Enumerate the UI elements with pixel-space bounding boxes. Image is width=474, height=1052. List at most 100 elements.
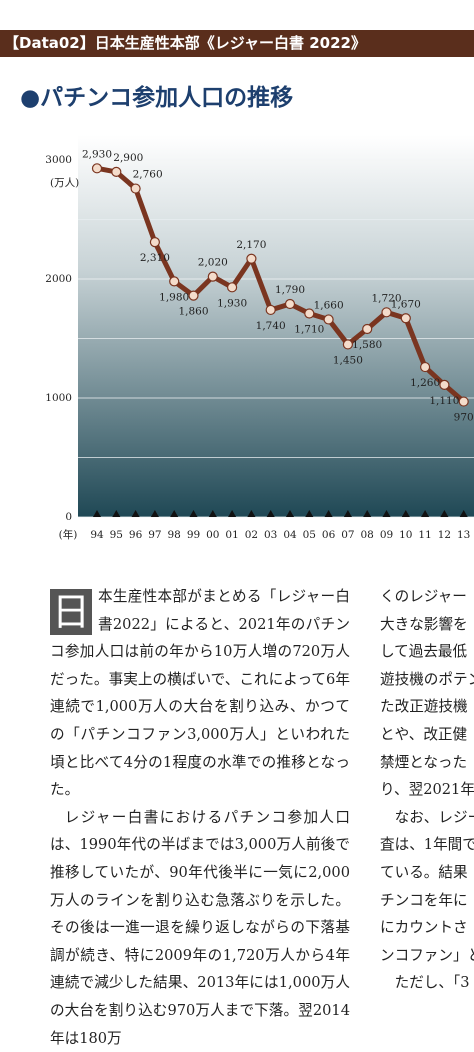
tick-arrow	[208, 510, 217, 517]
tick-arrow	[247, 510, 256, 517]
x-tick-label: 98	[168, 529, 181, 541]
text-line: なお、レジー	[380, 808, 474, 826]
tick-arrow	[382, 510, 391, 517]
value-label: 2,020	[198, 257, 228, 269]
x-tick-label: 12	[438, 529, 451, 541]
x-tick-label: 96	[129, 529, 143, 541]
text-line: 禁煙となった	[380, 753, 468, 771]
text-line: ている。結果	[380, 863, 468, 881]
tick-arrow	[131, 510, 140, 517]
text-line: り、翌2021年	[380, 781, 474, 799]
x-tick-label: 95	[110, 529, 123, 541]
x-tick-label: 02	[245, 529, 258, 541]
value-label: 1,450	[333, 354, 363, 366]
tick-arrow	[286, 510, 294, 517]
marker	[207, 271, 218, 282]
x-tick-label: 10	[399, 529, 412, 541]
marker	[246, 253, 257, 264]
marker	[439, 379, 450, 391]
x-tick-label: 11	[418, 529, 431, 541]
marker	[188, 290, 199, 301]
marker	[342, 339, 353, 350]
marker	[91, 163, 103, 174]
tick-arrow	[228, 510, 237, 517]
paragraph: レジャー白書におけるパチンコ参加人口は、1990年代の半ばまでは3,000万人前…	[50, 808, 350, 1047]
article-left: 日本生産性本部がまとめる「レジャー白書2022」によると、2021年のパチンコ参…	[50, 583, 350, 1052]
x-tick-label: 05	[303, 529, 316, 541]
article-right: くのレジャー 大きな影響を して過去最低 遊技機のポテン た改正遊技機 とや、改正健 禁煙と…	[380, 583, 474, 997]
text-line: 遊技機のポテン	[380, 670, 474, 688]
x-tick-label: 01	[225, 529, 238, 541]
tick-arrow	[363, 510, 372, 517]
value-label: 2,930	[82, 148, 112, 160]
x-tick-label: 04	[283, 529, 297, 541]
y-unit: (万人)	[50, 177, 79, 189]
y-tick-label: 1000	[45, 392, 72, 404]
value-label: 1,980	[159, 291, 189, 303]
marker	[284, 298, 296, 310]
value-label: 2,310	[140, 252, 170, 264]
marker	[420, 361, 431, 373]
text-line: して過去最低	[380, 643, 468, 661]
x-tick-label: 00	[206, 529, 219, 541]
x-tick-label: 03	[264, 529, 277, 541]
text-line: ンコファン」と	[380, 946, 474, 964]
x-tick-label: 13	[457, 529, 470, 541]
text-line: た改正遊技機	[380, 698, 468, 716]
drop-cap: 日	[50, 589, 92, 635]
tick-arrow	[440, 510, 449, 517]
text-line: チンコを年に	[380, 891, 468, 909]
marker	[227, 282, 238, 293]
tick-arrow	[189, 510, 198, 517]
tick-arrow	[324, 510, 333, 517]
value-label: 2,170	[236, 239, 266, 251]
text-line: くのレジャー	[380, 588, 467, 605]
text-line: にカウントさ	[380, 919, 468, 937]
marker	[149, 237, 160, 248]
marker	[323, 314, 334, 325]
marker	[381, 307, 392, 318]
x-tick-label: 97	[148, 529, 161, 541]
tick-arrow	[459, 510, 468, 517]
y-tick-label: 2000	[45, 273, 72, 285]
x-tick-label: 09	[380, 529, 393, 541]
value-label: 1,860	[178, 306, 208, 318]
tick-arrow	[401, 510, 410, 517]
tick-arrow	[266, 510, 275, 517]
text-line: とや、改正健	[380, 725, 468, 743]
x-tick-label: 99	[187, 529, 200, 541]
tick-arrow	[421, 510, 430, 517]
tick-arrow	[343, 510, 352, 517]
x-tick-label: 07	[341, 529, 354, 541]
y-tick-label: 0	[65, 511, 72, 523]
value-label: 1,720	[371, 292, 401, 304]
section-title: ●パチンコ参加人口の推移	[20, 85, 294, 111]
value-label: 1,110	[429, 395, 459, 407]
text-line: 査は、1年間で	[380, 836, 474, 854]
marker	[169, 276, 180, 287]
value-label: 1,710	[294, 324, 324, 336]
marker	[362, 323, 373, 335]
value-label: 970	[454, 412, 474, 424]
value-label: 1,260	[410, 377, 440, 389]
value-label: 1,740	[256, 320, 286, 332]
value-label: 1,790	[275, 284, 305, 296]
tick-arrow	[112, 510, 121, 517]
marker	[400, 313, 411, 324]
text-line: 大きな影響を	[380, 615, 468, 633]
x-tick-label: 06	[322, 529, 336, 541]
header-bar: 【Data02】日本生産性本部《レジャー白書 2022》	[0, 30, 474, 57]
tick-arrow	[150, 510, 159, 517]
x-tick-label: 94	[90, 529, 104, 541]
y-tick-label: 3000	[45, 154, 72, 166]
marker	[458, 396, 469, 407]
tick-arrow	[170, 510, 179, 517]
value-label: 1,660	[314, 299, 344, 311]
marker	[304, 308, 315, 319]
marker	[130, 183, 141, 194]
value-label: 1,670	[391, 298, 421, 310]
value-label: 2,760	[133, 169, 163, 181]
value-label: 1,930	[217, 297, 247, 309]
tick-arrow	[305, 510, 314, 517]
paragraph: 日本生産性本部がまとめる「レジャー白書2022」によると、2021年のパチンコ参…	[50, 583, 350, 804]
